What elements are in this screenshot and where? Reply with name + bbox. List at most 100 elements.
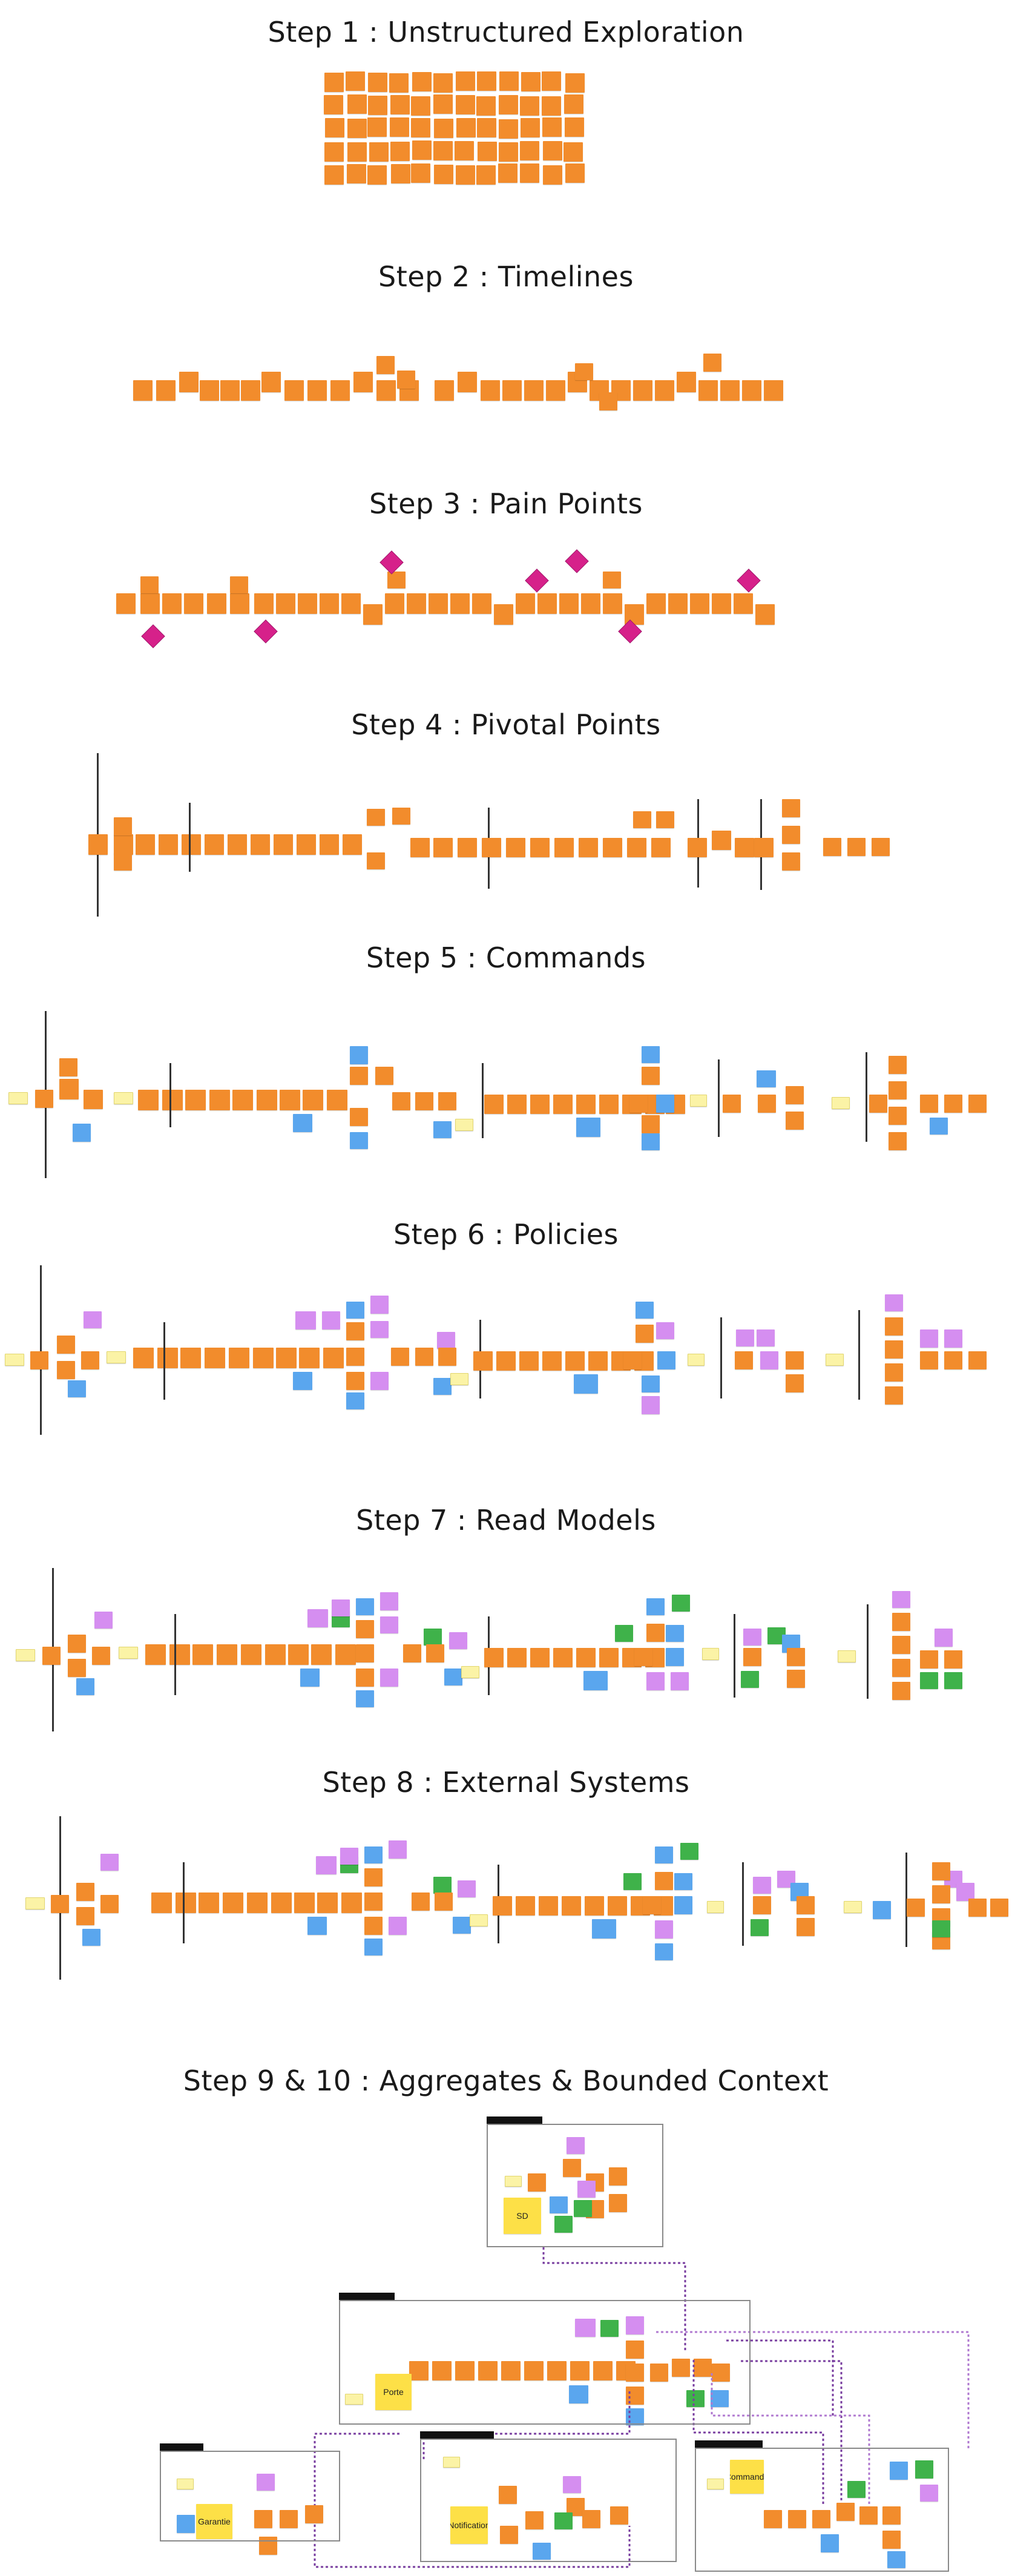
orange-sticky-note (869, 1095, 887, 1113)
green-sticky-note (932, 1920, 950, 1937)
purple-sticky-note (563, 2476, 581, 2493)
orange-sticky-note (343, 834, 362, 855)
orange-sticky-note (389, 73, 409, 93)
orange-sticky-note (651, 838, 671, 857)
orange-sticky-note (438, 1092, 456, 1110)
orange-sticky-note (787, 1648, 805, 1666)
orange-sticky-note (920, 1095, 938, 1113)
orange-sticky-note (626, 2340, 644, 2359)
orange-sticky-note (330, 380, 350, 401)
orange-sticky-note (458, 372, 477, 392)
orange-sticky-note (516, 1896, 535, 1916)
orange-sticky-note (311, 1644, 332, 1665)
orange-sticky-note (690, 593, 709, 614)
purple-sticky-note (753, 1877, 771, 1894)
orange-sticky-note (565, 1351, 585, 1371)
orange-sticky-note (735, 1351, 753, 1369)
orange-sticky-note (265, 1644, 286, 1665)
orange-sticky-note (397, 371, 415, 389)
orange-sticky-note (220, 380, 240, 401)
orange-sticky-note (797, 1896, 815, 1914)
orange-sticky-note (524, 380, 544, 401)
green-sticky-note (686, 2390, 705, 2407)
orange-sticky-note (324, 165, 344, 185)
orange-sticky-note (84, 1090, 103, 1109)
pivotal-divider (169, 1063, 171, 1127)
orange-sticky-note (507, 1095, 527, 1114)
orange-sticky-note (501, 2361, 521, 2380)
orange-sticky-note (403, 1644, 421, 1662)
orange-sticky-note (786, 1086, 804, 1104)
orange-sticky-note (435, 1892, 453, 1911)
orange-sticky-note (734, 593, 753, 614)
yellow-sticky-note (832, 1097, 850, 1109)
purple-sticky-note (380, 1592, 398, 1610)
orange-sticky-note (162, 1090, 183, 1110)
orange-sticky-note (145, 1644, 166, 1665)
yellow-sticky-note (16, 1649, 35, 1661)
orange-sticky-note (57, 1336, 75, 1354)
orange-sticky-note (433, 141, 453, 160)
orange-sticky-note (364, 1917, 383, 1935)
orange-sticky-note (458, 838, 477, 857)
blue-sticky-note (656, 1095, 674, 1113)
purple-sticky-note (626, 2316, 644, 2334)
orange-sticky-note (251, 834, 270, 855)
orange-sticky-note (324, 73, 344, 92)
aggregate-commande: Commande (730, 2460, 764, 2494)
purple-sticky-note (577, 2181, 596, 2198)
orange-sticky-note (889, 1081, 907, 1099)
purple-sticky-note (920, 1329, 938, 1348)
orange-sticky-note (609, 2167, 627, 2186)
orange-sticky-note (478, 2361, 498, 2380)
orange-sticky-note (169, 1644, 190, 1665)
purple-sticky-note (956, 1883, 974, 1901)
orange-sticky-note (753, 1896, 771, 1914)
blue-sticky-note (642, 1375, 660, 1392)
orange-sticky-note (298, 593, 317, 614)
orange-sticky-note (429, 593, 448, 614)
orange-sticky-note (564, 142, 583, 162)
purple-sticky-note (575, 2319, 596, 2337)
orange-sticky-note (412, 1892, 430, 1911)
aggregate-notification: Notification (450, 2506, 488, 2544)
orange-sticky-note (521, 118, 540, 137)
yellow-sticky-note (25, 1897, 45, 1909)
orange-sticky-note (133, 380, 153, 401)
orange-sticky-note (743, 1648, 761, 1666)
orange-sticky-note (391, 164, 410, 183)
orange-sticky-note (823, 838, 841, 856)
orange-sticky-note (565, 117, 584, 137)
orange-sticky-note (184, 593, 203, 614)
orange-sticky-note (581, 593, 600, 614)
orange-sticky-note (872, 838, 890, 856)
orange-sticky-note (411, 118, 430, 137)
orange-sticky-note (932, 1862, 950, 1880)
blue-sticky-note (655, 1943, 673, 1960)
orange-sticky-note (758, 1095, 776, 1113)
yellow-sticky-note (838, 1650, 856, 1662)
yellow-sticky-note (707, 2479, 724, 2489)
orange-sticky-note (410, 838, 430, 857)
orange-sticky-note (346, 71, 365, 91)
orange-sticky-note (392, 808, 410, 825)
bounded-context-top: SD (487, 2116, 663, 2247)
orange-sticky-note (335, 1644, 356, 1665)
orange-sticky-note (229, 1348, 249, 1368)
blue-sticky-note (293, 1372, 312, 1390)
pivotal-divider (482, 1063, 484, 1138)
orange-sticky-note (341, 593, 361, 614)
orange-sticky-note (230, 593, 249, 614)
orange-sticky-note (364, 1868, 383, 1886)
orange-sticky-note (712, 593, 731, 614)
purple-sticky-note (316, 1856, 337, 1874)
orange-sticky-note (415, 1092, 433, 1110)
orange-sticky-note (764, 2510, 782, 2528)
orange-sticky-note (968, 1095, 987, 1113)
yellow-sticky-note (470, 1914, 488, 1926)
aggregate-sd: SD (504, 2198, 541, 2234)
pivotal-divider (174, 1614, 176, 1695)
orange-sticky-note (892, 1659, 910, 1677)
purple-sticky-note (257, 2474, 275, 2491)
blue-sticky-note (76, 1678, 94, 1695)
